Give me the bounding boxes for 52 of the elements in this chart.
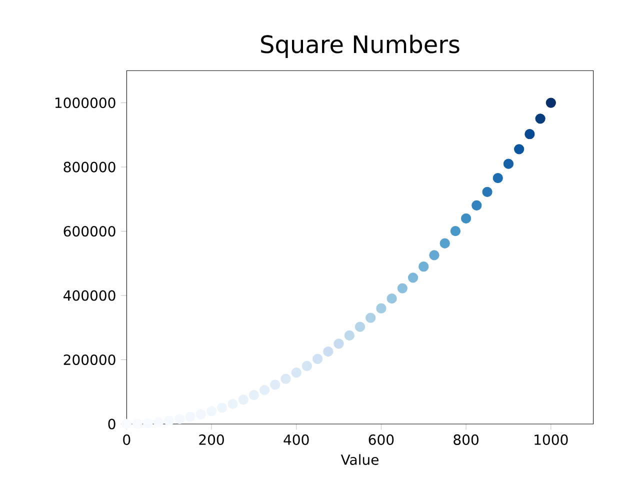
- point: [535, 114, 546, 124]
- point: [259, 385, 270, 396]
- x-tick-label: 400: [284, 434, 309, 445]
- x-tick-label: 1000: [534, 434, 568, 445]
- point: [142, 418, 153, 428]
- point: [472, 200, 482, 210]
- point: [366, 312, 376, 323]
- point: [376, 303, 386, 314]
- y-tick-label: 600000: [64, 226, 116, 237]
- x-tick-label: 0: [123, 434, 130, 445]
- point: [174, 414, 185, 424]
- point: [344, 330, 354, 341]
- point: [312, 354, 323, 364]
- point: [248, 390, 260, 400]
- point: [418, 262, 429, 272]
- point: [514, 144, 524, 154]
- point: [354, 322, 366, 332]
- x-axis-title: Value: [340, 454, 378, 465]
- point: [503, 158, 514, 169]
- x-tick-label: 200: [199, 434, 224, 445]
- point: [492, 173, 503, 184]
- y-tick-label: 800000: [64, 162, 116, 172]
- point: [408, 272, 418, 283]
- point: [132, 418, 142, 429]
- y-tick-label: 200000: [64, 354, 116, 366]
- point: [524, 129, 535, 140]
- chart-title: Square Numbers: [261, 34, 460, 58]
- point: [386, 293, 397, 304]
- point: [334, 338, 344, 349]
- point: [482, 186, 492, 197]
- point: [238, 394, 248, 405]
- point: [323, 346, 334, 357]
- point: [546, 98, 556, 108]
- point: [270, 380, 280, 390]
- point: [291, 368, 302, 378]
- point: [122, 418, 132, 430]
- y-tick-label: 0: [108, 418, 116, 430]
- y-tick-label: 400000: [64, 290, 116, 301]
- point: [280, 374, 291, 384]
- y-tick-label: 1000000: [55, 97, 116, 108]
- point: [450, 226, 461, 236]
- point: [460, 213, 472, 224]
- point: [397, 283, 408, 294]
- point: [440, 238, 450, 248]
- point: [164, 416, 174, 426]
- point: [185, 412, 196, 422]
- point: [153, 417, 164, 428]
- point: [302, 360, 312, 372]
- point: [429, 250, 440, 260]
- point: [228, 398, 238, 409]
- x-tick-label: 800: [454, 434, 478, 445]
- x-tick-label: 600: [368, 434, 394, 445]
